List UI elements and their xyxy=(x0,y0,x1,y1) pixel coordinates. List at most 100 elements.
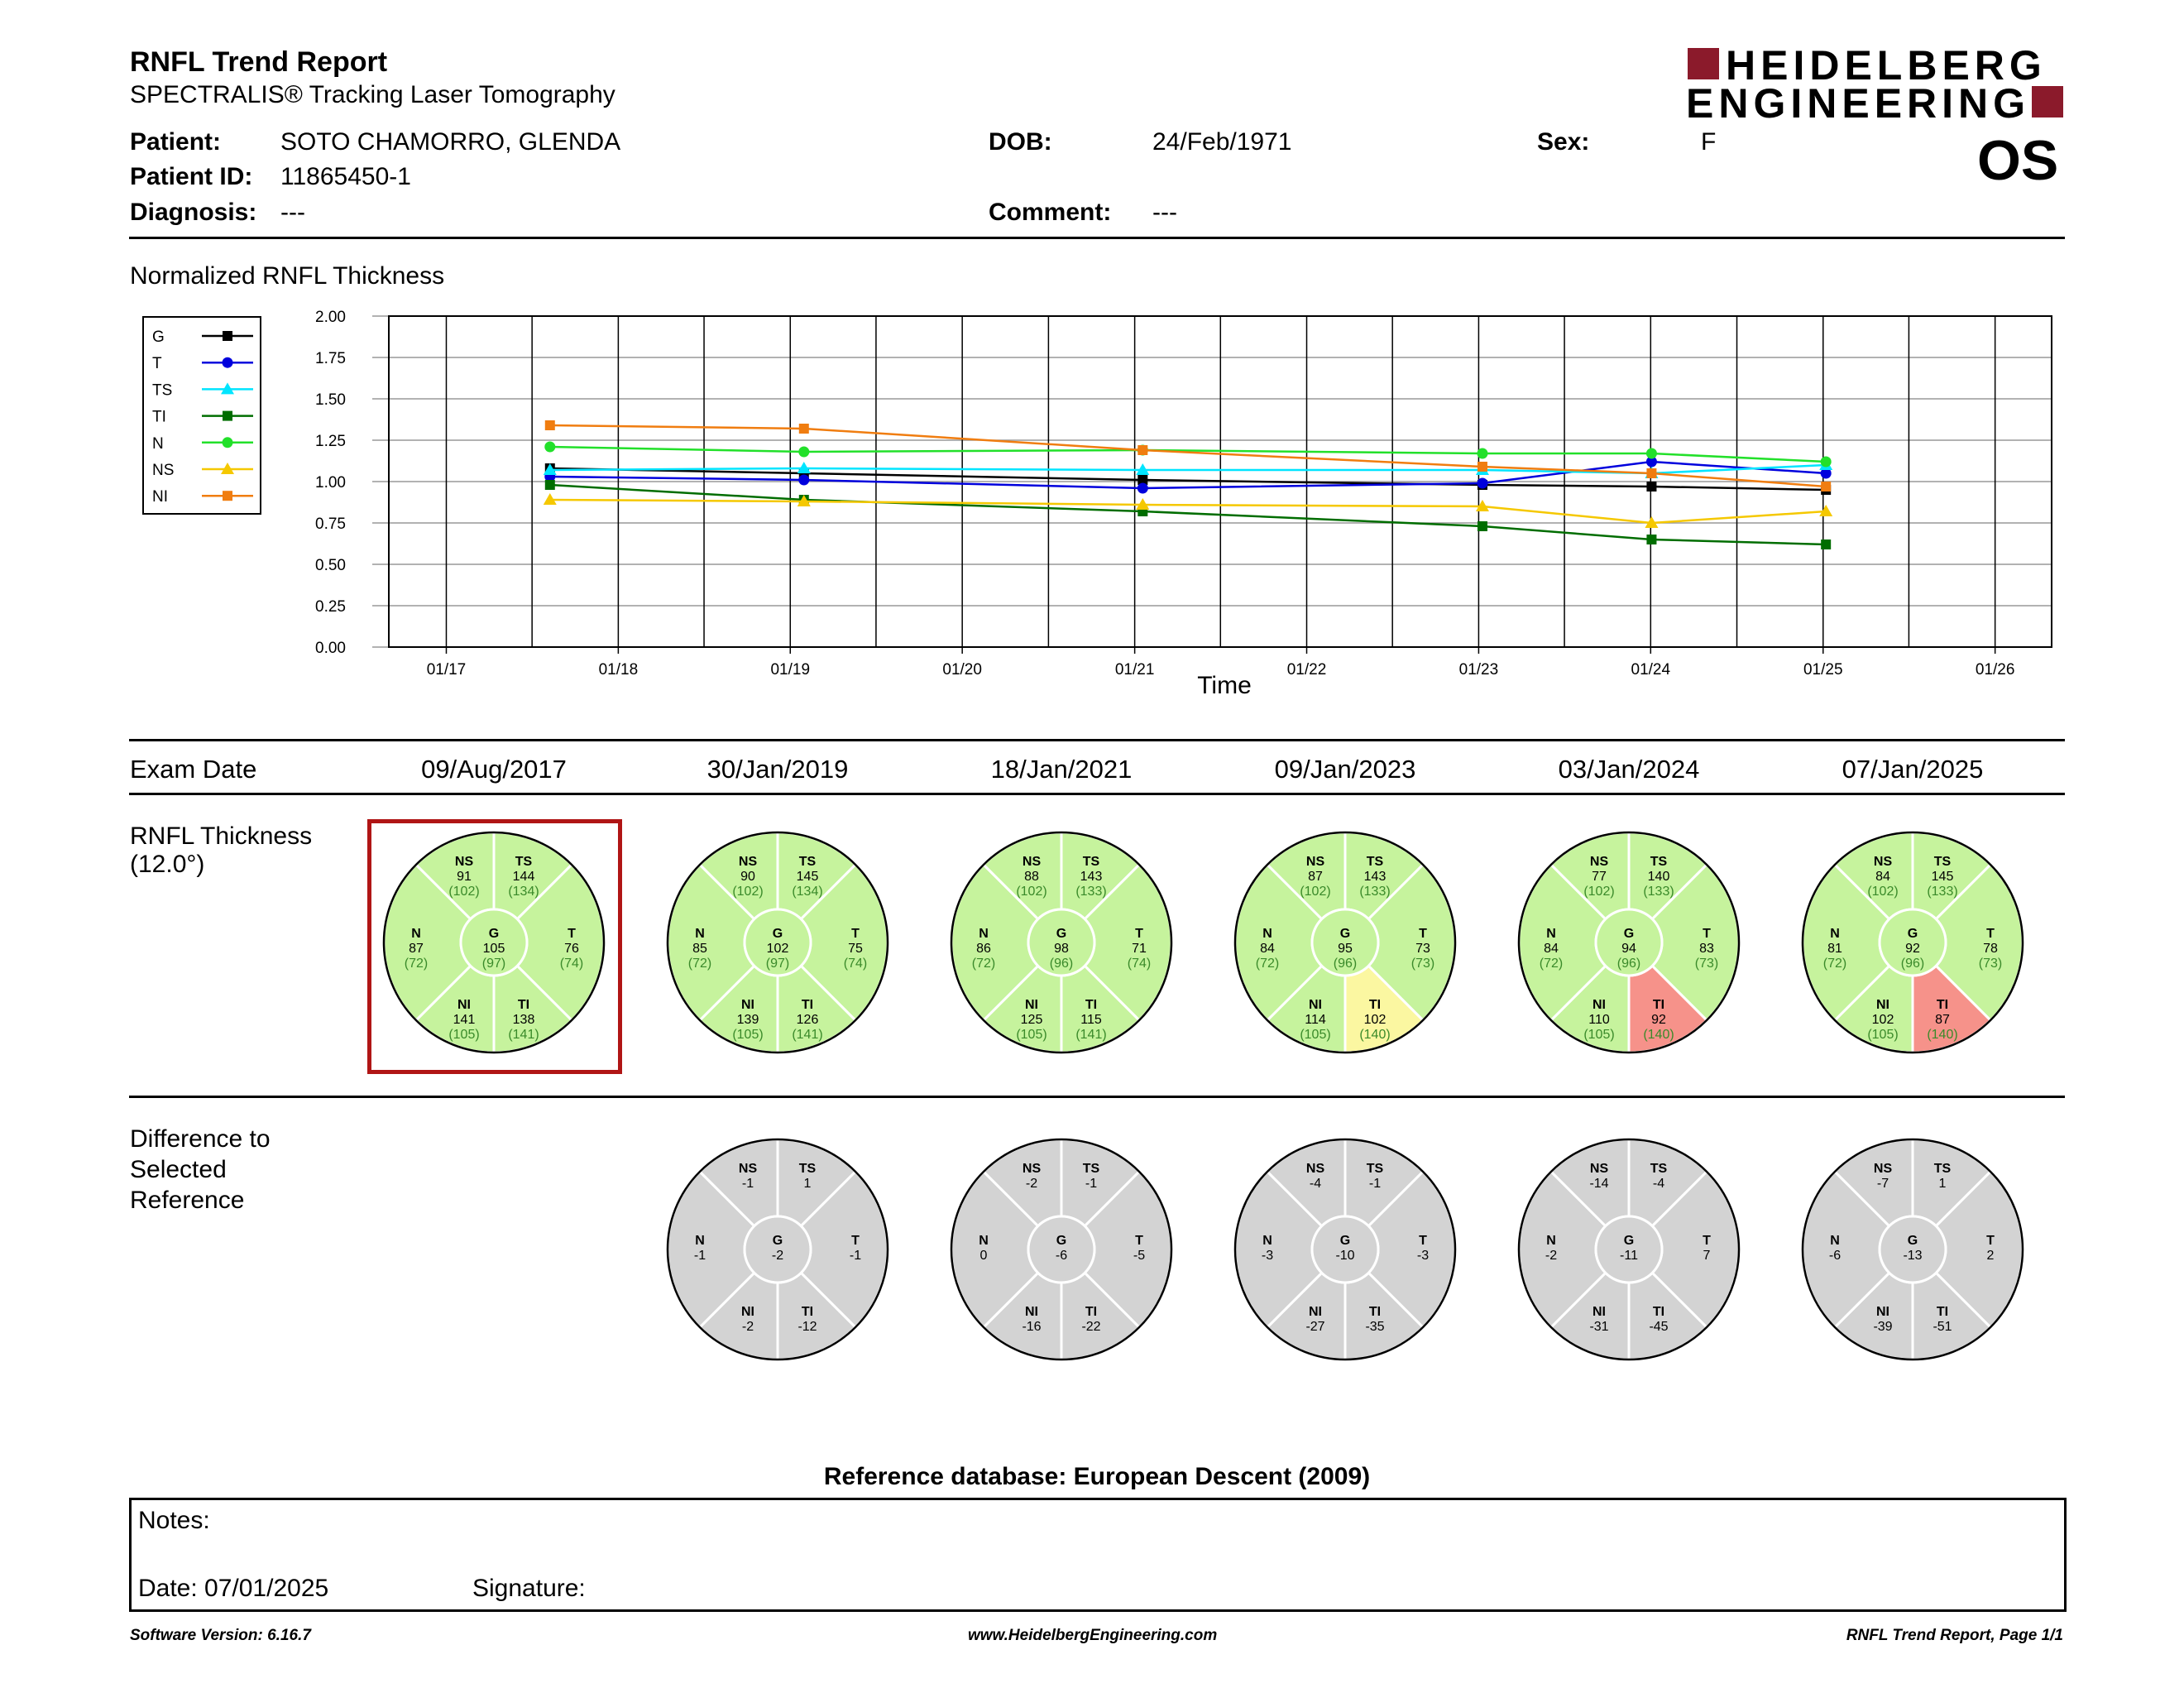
sector-value-t: 75 xyxy=(848,942,863,956)
exam-date-3[interactable]: 18/Jan/2021 xyxy=(990,755,1133,784)
sector-value-g: 102 xyxy=(767,942,789,956)
legend-marker-ti xyxy=(223,410,232,421)
sector-name-ni: NI xyxy=(1025,1305,1038,1319)
x-tick-label: 01/20 xyxy=(942,661,982,679)
exam-date-4[interactable]: 09/Jan/2023 xyxy=(1274,755,1416,784)
y-tick-label: 0.00 xyxy=(315,640,346,657)
sector-diff-g: -6 xyxy=(1056,1249,1067,1263)
sector-diff-ns: -7 xyxy=(1877,1177,1889,1191)
sector-name-g: G xyxy=(1340,1234,1350,1248)
sector-name-t: T xyxy=(1703,927,1711,941)
sector-diff-t: -3 xyxy=(1417,1249,1429,1263)
sector-g xyxy=(1027,1215,1096,1284)
sector-name-ni: NI xyxy=(1309,1305,1322,1319)
sector-value-ns: 90 xyxy=(740,870,755,884)
sector-value-ti: 92 xyxy=(1651,1013,1666,1027)
sector-name-ts: TS xyxy=(1083,855,1100,869)
footer-website[interactable]: www.HeidelbergEngineering.com xyxy=(968,1627,1218,1644)
sector-diff-n: -3 xyxy=(1262,1249,1273,1263)
sector-name-ti: TI xyxy=(1653,1305,1664,1319)
sector-value-ni: 110 xyxy=(1588,1013,1610,1027)
sector-name-ti: TI xyxy=(1653,998,1664,1012)
sector-name-n: N xyxy=(1262,927,1272,941)
selected-reference-box[interactable] xyxy=(367,819,622,1074)
y-tick-label: 1.25 xyxy=(315,433,346,450)
sector-diff-n: -6 xyxy=(1829,1249,1841,1263)
sector-value-ts: 145 xyxy=(1932,870,1954,884)
sector-value-ts: 145 xyxy=(797,870,819,884)
x-tick-label: 01/17 xyxy=(427,661,467,679)
sector-value-ts: 143 xyxy=(1364,870,1387,884)
patient-id-label: Patient ID: xyxy=(130,163,253,190)
sector-name-ni: NI xyxy=(1309,998,1322,1012)
sector-g xyxy=(1310,908,1380,977)
data-point-t xyxy=(1820,468,1832,479)
data-point-ns xyxy=(1136,498,1150,510)
sector-name-ts: TS xyxy=(515,855,533,869)
logo-line-1: HEIDELBERG xyxy=(1726,42,2047,89)
plot-frame xyxy=(388,315,2052,648)
x-tick-label: 01/19 xyxy=(770,661,810,679)
difference-circle-5[interactable]: NS-14 TS-4 N-2 G-11 T7 NI-31 TI-45 xyxy=(1509,1129,1749,1369)
notes-date: Date: 07/01/2025 xyxy=(138,1575,329,1602)
sector-value-ns: 91 xyxy=(457,870,472,884)
x-tick-label: 01/22 xyxy=(1287,661,1327,679)
series-line-g xyxy=(549,467,1827,492)
difference-circle-6[interactable]: NS-7 TS1 N-6 G-13 T2 NI-39 TI-51 xyxy=(1793,1129,2033,1369)
sector-diff-n: -2 xyxy=(1545,1249,1557,1263)
notes-signature: Signature: xyxy=(472,1575,586,1602)
sector-normal-t: (74) xyxy=(560,957,583,971)
data-point-ts xyxy=(1136,463,1150,475)
sector-name-ti: TI xyxy=(1369,998,1381,1012)
sector-g xyxy=(1310,1215,1380,1284)
sector-diff-ts: -1 xyxy=(1085,1177,1097,1191)
chart-xlabel: Time xyxy=(1197,672,1252,699)
sector-value-n: 86 xyxy=(976,942,991,956)
sector-name-t: T xyxy=(568,927,576,941)
sector-diff-g: -11 xyxy=(1620,1249,1638,1263)
sector-value-n: 85 xyxy=(692,942,707,956)
notes-box[interactable]: Notes: Date: 07/01/2025 Signature: xyxy=(129,1498,2067,1612)
exam-date-6[interactable]: 07/Jan/2025 xyxy=(1842,755,1984,784)
exam-date-2[interactable]: 30/Jan/2019 xyxy=(706,755,849,784)
sector-normal-n: (72) xyxy=(1256,957,1279,971)
sector-normal-g: (97) xyxy=(766,957,789,971)
series-line-ni xyxy=(549,424,1827,488)
sector-name-ts: TS xyxy=(799,1162,817,1176)
data-point-t xyxy=(798,474,810,486)
legend-label-ns: NS xyxy=(152,462,174,479)
sector-normal-t: (73) xyxy=(1695,957,1718,971)
logo-line-2: ENGINEERING xyxy=(1686,80,2031,127)
sector-name-ti: TI xyxy=(1937,998,1948,1012)
sector-name-n: N xyxy=(1830,927,1840,941)
y-tick-label: 2.00 xyxy=(315,309,346,326)
y-tick-label: 1.75 xyxy=(315,350,346,367)
data-point-n xyxy=(1477,448,1488,459)
y-tick-label: 0.50 xyxy=(315,557,346,574)
sector-name-ni: NI xyxy=(741,1305,754,1319)
diagnosis-value: --- xyxy=(280,199,305,226)
series-line-ts xyxy=(549,463,1827,475)
sector-name-t: T xyxy=(1986,1234,1995,1248)
sector-name-ns: NS xyxy=(1023,855,1042,869)
sector-name-ni: NI xyxy=(741,998,754,1012)
difference-circle-3[interactable]: NS-2 TS-1 N0 G-6 T-5 NI-16 TI-22 xyxy=(941,1129,1181,1369)
difference-label-line3: Reference xyxy=(130,1187,245,1214)
sector-value-n: 87 xyxy=(409,942,424,956)
sector-name-n: N xyxy=(1830,1234,1840,1248)
exam-divider-top xyxy=(129,739,2065,741)
exam-date-1[interactable]: 09/Aug/2017 xyxy=(421,755,567,784)
exam-date-5[interactable]: 03/Jan/2024 xyxy=(1558,755,1700,784)
sector-normal-ni: (105) xyxy=(448,1028,479,1042)
sector-value-ni: 141 xyxy=(453,1013,476,1027)
rnfl-thickness-label: RNFL Thickness (12.0°) xyxy=(130,822,312,879)
legend-label-ti: TI xyxy=(152,409,166,426)
